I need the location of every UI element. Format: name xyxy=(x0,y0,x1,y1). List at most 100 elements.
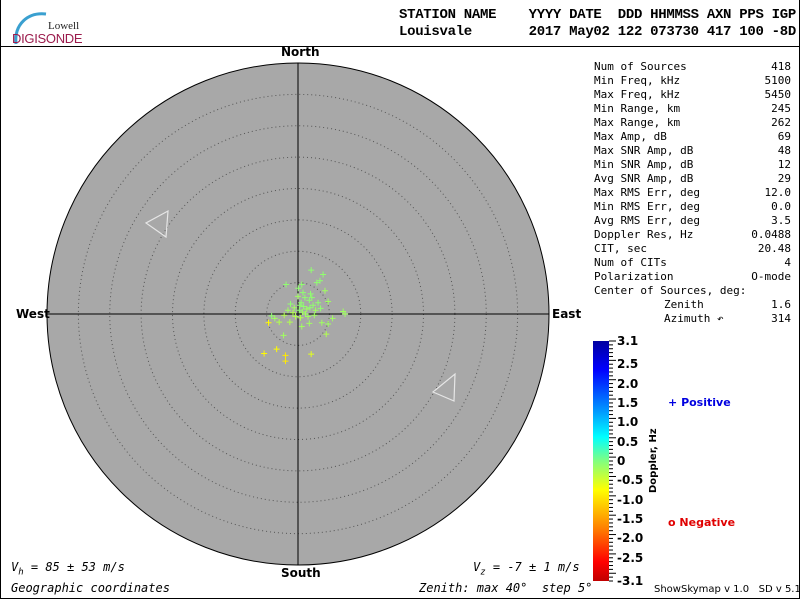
coordinate-system: Geographic coordinates xyxy=(11,581,170,595)
source-point xyxy=(276,319,283,326)
source-point xyxy=(296,302,303,309)
zenith-row: Zenith 1.6 xyxy=(594,298,791,312)
stat-value: O-mode xyxy=(751,270,791,283)
label-north: North xyxy=(281,45,320,59)
stat-value: 5100 xyxy=(764,74,792,87)
header-divider xyxy=(0,46,800,47)
stat-row: Min SNR Amp, dB 12 xyxy=(594,158,791,172)
stat-label: Avg SNR Amp, dB xyxy=(594,172,694,185)
source-point xyxy=(301,294,308,301)
colorbar-tick-label: -2.5 xyxy=(617,550,644,565)
source-point xyxy=(299,309,306,316)
stat-row: Max RMS Err, deg 12.0 xyxy=(594,186,791,200)
source-point xyxy=(268,312,275,319)
stat-row: Max SNR Amp, dB 48 xyxy=(594,144,791,158)
source-point xyxy=(298,323,305,330)
header-labels: STATION NAME YYYY DATE DDD HHMMSS AXN PP… xyxy=(399,7,796,23)
source-point xyxy=(321,287,328,294)
stat-value: 20.48 xyxy=(757,242,791,255)
colorbar-tick-label: -2.0 xyxy=(617,531,644,546)
azimuth-value: 314 xyxy=(771,312,791,325)
label-south: South xyxy=(281,566,321,580)
stat-label: Num of Sources xyxy=(594,60,687,73)
source-point xyxy=(286,319,293,326)
source-point xyxy=(306,304,313,311)
stat-value: 29 xyxy=(777,172,791,185)
source-point xyxy=(325,321,332,328)
source-point xyxy=(295,285,302,292)
logo-lowell: Lowell xyxy=(48,20,80,32)
source-points xyxy=(261,267,349,365)
stat-row: Polarization O-mode xyxy=(594,270,791,284)
stat-label: Avg RMS Err, deg xyxy=(594,214,700,227)
source-point xyxy=(296,307,303,314)
source-point xyxy=(295,293,301,300)
source-point xyxy=(265,319,272,326)
center-title-row: Center of Sources, deg: xyxy=(594,284,791,298)
skymap-plot xyxy=(46,62,550,566)
stat-row: Max Amp, dB 69 xyxy=(594,130,791,144)
source-point xyxy=(271,315,278,322)
colorbar-tick-label: -1.5 xyxy=(617,512,644,527)
colorbar-title: Doppler, Hz xyxy=(648,428,659,493)
stat-row: Max Freq, kHz 5450 xyxy=(594,88,791,102)
azimuth-label: Azimuth ↶ xyxy=(664,312,724,325)
label-east: East xyxy=(552,307,582,321)
source-point xyxy=(298,281,305,288)
source-point xyxy=(308,267,315,274)
stat-value: 0.0488 xyxy=(751,228,791,241)
stat-label: Max Freq, kHz xyxy=(594,88,681,101)
zenith-info: Zenith: max 40° step 5° xyxy=(419,581,593,595)
source-point xyxy=(281,312,288,319)
stat-label: Num of CITs xyxy=(594,256,667,269)
source-point xyxy=(315,299,322,306)
source-point xyxy=(342,311,349,317)
source-point xyxy=(318,319,325,326)
source-point xyxy=(261,350,268,357)
colorbar-tick-label: 2.5 xyxy=(617,357,639,372)
colorbar-tick-label: 3.1 xyxy=(617,334,639,348)
stat-row: Min Range, km 245 xyxy=(594,102,791,116)
stat-value: 3.5 xyxy=(771,214,791,227)
colorbar-tick-label: 0.5 xyxy=(617,434,639,449)
source-point xyxy=(283,281,290,288)
stat-row: Doppler Res, Hz 0.0488 xyxy=(594,228,791,242)
stat-label: Min Freq, kHz xyxy=(594,74,681,87)
stat-row: Num of CITs 4 xyxy=(594,256,791,270)
stat-label: Polarization xyxy=(594,270,674,283)
source-point xyxy=(329,315,336,322)
doppler-colorbar xyxy=(593,341,609,581)
source-point xyxy=(320,271,327,278)
stats-panel: Num of Sources 418 Min Freq, kHz 5100 Max Fr… xyxy=(594,60,791,326)
beam-marker-icon xyxy=(431,372,456,402)
stat-value: 262 xyxy=(771,116,791,129)
stat-label: Min RMS Err, deg xyxy=(594,200,700,213)
plus-marker-icon: + xyxy=(668,396,678,409)
source-point xyxy=(307,290,314,297)
stat-label: Max Range, km xyxy=(594,116,681,129)
colorbar-tick-label: 1.5 xyxy=(617,395,639,410)
stat-row: Avg SNR Amp, dB 29 xyxy=(594,172,791,186)
legend-negative: o Negative xyxy=(668,516,735,529)
stat-value: 12.0 xyxy=(764,186,792,199)
source-point xyxy=(312,307,319,314)
stat-row: Avg RMS Err, deg 3.5 xyxy=(594,214,791,228)
stat-label: Max Amp, dB xyxy=(594,130,667,143)
stat-row: Min Freq, kHz 5100 xyxy=(594,74,791,88)
colorbar-tick-label: -0.5 xyxy=(617,473,644,488)
source-point xyxy=(308,294,315,301)
source-point xyxy=(300,289,307,296)
source-point xyxy=(311,312,318,319)
source-point xyxy=(306,320,313,327)
source-point xyxy=(316,277,323,284)
center-title: Center of Sources, deg: xyxy=(594,284,747,297)
stat-value: 12 xyxy=(777,158,791,171)
legend-positive: + Positive xyxy=(668,396,731,409)
stat-row: Min RMS Err, deg 0.0 xyxy=(594,200,791,214)
circle-marker-icon: o xyxy=(668,516,676,529)
zenith-label: Zenith xyxy=(664,298,704,311)
source-point xyxy=(313,279,320,286)
source-point xyxy=(280,332,287,339)
logo-digisonde: DIGISONDE xyxy=(12,31,83,46)
stat-label: Min SNR Amp, dB xyxy=(594,158,694,171)
